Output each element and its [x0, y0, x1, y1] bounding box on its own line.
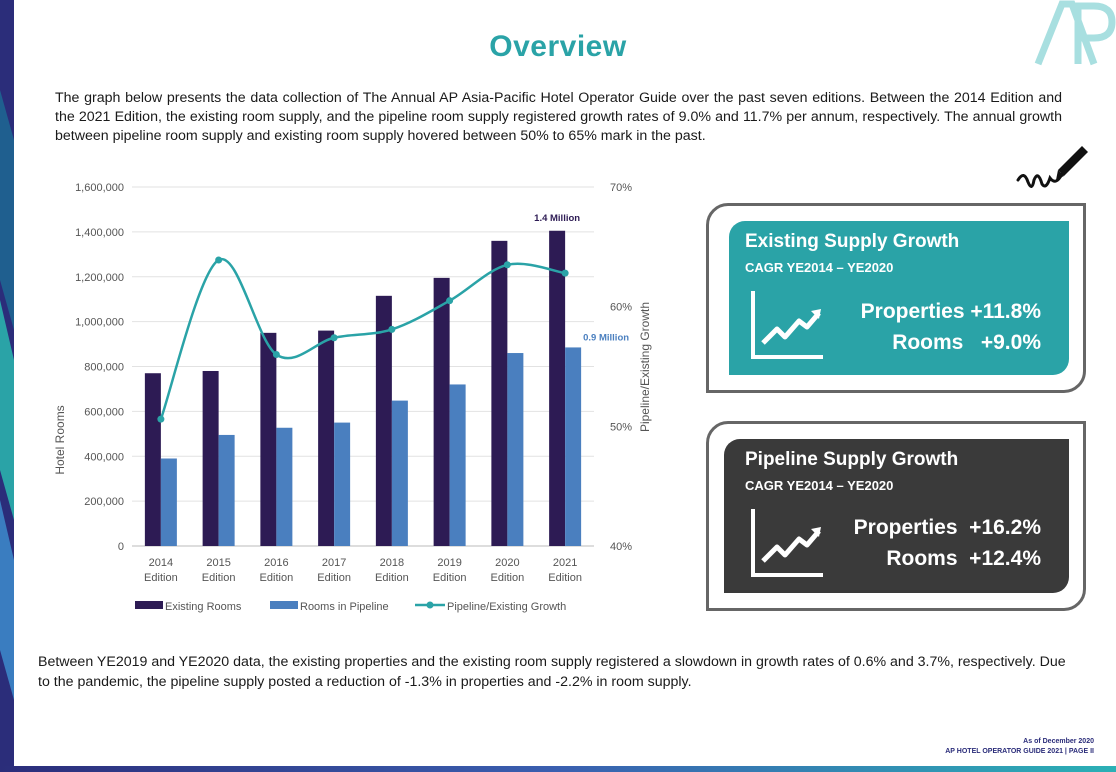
y2-tick-label: 50% — [610, 421, 632, 433]
x-tick-label: 2018 Edition — [375, 557, 409, 584]
y-tick-label: 1,200,000 — [75, 272, 124, 284]
page-title: Overview — [489, 30, 627, 63]
y-tick-label: 1,600,000 — [75, 182, 124, 194]
growth-point — [446, 297, 454, 305]
bar-existing-rooms — [318, 330, 335, 546]
y-tick-label: 1,400,000 — [75, 227, 124, 239]
x-tick-label: 2015 Edition — [202, 557, 236, 584]
legend-label: Pipeline/Existing Growth — [447, 601, 566, 613]
pipeline-card-title: Pipeline Supply Growth — [745, 449, 959, 470]
x-tick-label: 2019 Edition — [433, 557, 467, 584]
bar-rooms-in-pipeline — [449, 384, 466, 546]
existing-properties-stat: Properties +11.8% — [860, 300, 1041, 323]
y-tick-label: 600,000 — [84, 406, 124, 418]
intro-paragraph: The graph below presents the data collec… — [55, 90, 1062, 144]
legend-label: Existing Rooms — [165, 601, 242, 613]
legend-label: Rooms in Pipeline — [300, 601, 389, 613]
y-axis-label: Hotel Rooms — [53, 405, 67, 474]
existing-rooms-stat: Rooms +9.0% — [892, 331, 1041, 354]
growth-point — [157, 415, 165, 423]
bar-existing-rooms — [549, 230, 566, 547]
bar-rooms-in-pipeline — [391, 400, 408, 546]
pipeline-properties-stat: Properties +16.2% — [853, 516, 1041, 539]
bar-rooms-in-pipeline — [507, 353, 524, 546]
x-tick-label: 2020 Edition — [491, 557, 525, 584]
y-tick-label: 200,000 — [84, 496, 124, 508]
y2-tick-label: 60% — [610, 302, 632, 314]
bar-rooms-in-pipeline — [565, 347, 582, 546]
bar-existing-rooms — [202, 370, 219, 546]
bar-existing-rooms — [144, 373, 161, 546]
left-decorative-band — [0, 0, 14, 772]
footer-guide: AP HOTEL OPERATOR GUIDE 2021 | PAGE II — [945, 748, 1094, 755]
footer-date: As of December 2020 — [1023, 738, 1094, 745]
data-label: 0.9 Million — [583, 332, 629, 343]
existing-card-subtitle: CAGR YE2014 – YE2020 — [745, 260, 894, 275]
bar-existing-rooms — [433, 277, 450, 546]
y-tick-label: 400,000 — [84, 451, 124, 463]
existing-supply-card: Existing Supply Growth CAGR YE2014 – YE2… — [706, 203, 1086, 393]
y2-tick-label: 40% — [610, 541, 632, 553]
growth-point — [388, 325, 396, 333]
legend-swatch — [135, 601, 163, 609]
bar-existing-rooms — [375, 295, 392, 546]
y2-axis-label: Pipeline/Existing Growth — [638, 302, 652, 432]
growth-point — [272, 351, 280, 359]
supply-chart: 0 200,000 400,000 600,000 800,000 1,000,000 1,… — [53, 182, 652, 613]
growth-point — [330, 334, 338, 342]
pipeline-supply-panel: Pipeline Supply Growth CAGR YE2014 – YE2… — [724, 439, 1069, 593]
x-tick-label: 2016 Edition — [260, 557, 294, 584]
bar-rooms-in-pipeline — [218, 434, 235, 546]
bar-rooms-in-pipeline — [276, 427, 293, 546]
growth-point — [561, 269, 569, 277]
pen-signature-icon — [1016, 146, 1088, 188]
legend-swatch — [270, 601, 298, 609]
outro-paragraph: Between YE2019 and YE2020 data, the exis… — [38, 654, 1066, 690]
bar-rooms-in-pipeline — [334, 422, 351, 546]
growth-point — [503, 261, 511, 269]
growth-chart-icon — [751, 291, 823, 359]
ap-logo — [1034, 0, 1116, 66]
growth-point — [215, 256, 223, 264]
bottom-decorative-band — [0, 766, 1116, 772]
pipeline-card-subtitle: CAGR YE2014 – YE2020 — [745, 478, 894, 493]
existing-supply-panel: Existing Supply Growth CAGR YE2014 – YE2… — [729, 221, 1069, 375]
bar-existing-rooms — [260, 332, 277, 546]
y-tick-label: 800,000 — [84, 362, 124, 374]
y-tick-label: 0 — [118, 541, 124, 553]
y2-tick-label: 70% — [610, 182, 632, 194]
existing-card-title: Existing Supply Growth — [745, 231, 960, 252]
growth-chart-icon — [751, 509, 823, 577]
y-tick-label: 1,000,000 — [75, 317, 124, 329]
bar-rooms-in-pipeline — [160, 458, 177, 546]
data-label: 1.4 Million — [534, 213, 580, 224]
x-tick-label: 2014 Edition — [144, 557, 178, 584]
pipeline-supply-card: Pipeline Supply Growth CAGR YE2014 – YE2… — [706, 421, 1086, 611]
pipeline-rooms-stat: Rooms +12.4% — [886, 547, 1041, 570]
x-tick-label: 2017 Edition — [317, 557, 351, 584]
bar-existing-rooms — [491, 240, 508, 546]
legend-marker — [426, 601, 434, 609]
x-tick-label: 2021 Edition — [548, 557, 582, 584]
